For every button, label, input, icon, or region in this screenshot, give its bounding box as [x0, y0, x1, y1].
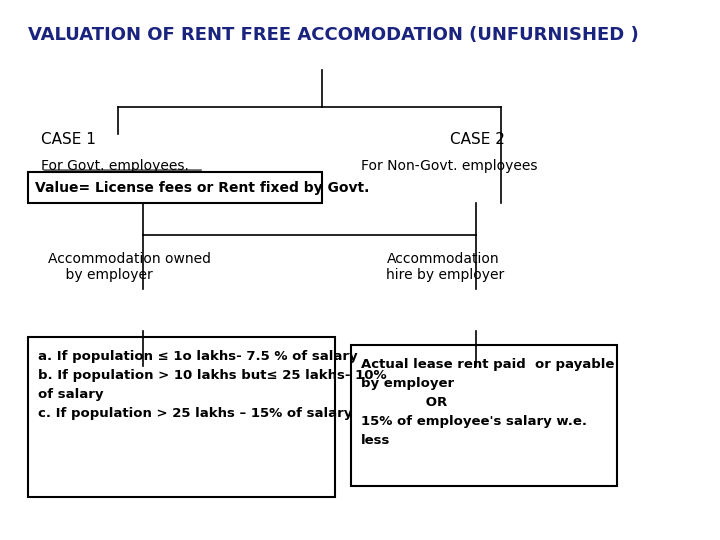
Text: For Non-Govt. employees: For Non-Govt. employees	[361, 159, 537, 173]
Text: Actual lease rent paid  or payable
by employer
              OR
15% of employee': Actual lease rent paid or payable by emp…	[361, 358, 614, 447]
Text: CASE 1: CASE 1	[41, 132, 96, 146]
Text: a. If population ≤ 1o lakhs- 7.5 % of salary
b. If population > 10 lakhs but≤ 25: a. If population ≤ 1o lakhs- 7.5 % of sa…	[38, 350, 387, 420]
Text: Accommodation owned
    by employer: Accommodation owned by employer	[48, 252, 210, 282]
FancyBboxPatch shape	[28, 172, 323, 203]
Text: For Govt. employees.: For Govt. employees.	[41, 159, 189, 173]
FancyBboxPatch shape	[351, 345, 616, 487]
Text: VALUATION OF RENT FREE ACCOMODATION (UNFURNISHED ): VALUATION OF RENT FREE ACCOMODATION (UNF…	[28, 26, 639, 44]
Text: CASE 2: CASE 2	[450, 132, 505, 146]
Text: Accommodation
hire by employer: Accommodation hire by employer	[387, 252, 505, 282]
FancyBboxPatch shape	[28, 337, 336, 497]
Text: Value= License fees or Rent fixed by Govt.: Value= License fees or Rent fixed by Gov…	[35, 181, 369, 195]
